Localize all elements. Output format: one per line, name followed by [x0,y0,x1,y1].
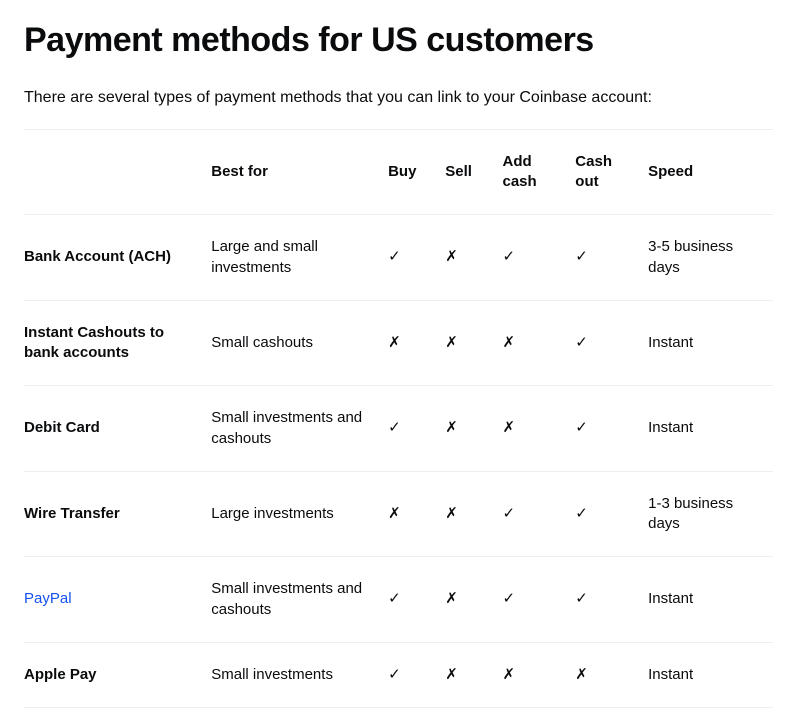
cashout-cell: ✓ [575,386,648,472]
best-for-cell: Large and small investments [211,215,388,301]
sell-cell: ✗ [445,300,502,386]
table-row: Wire TransferLarge investments✗✗✓✓1-3 bu… [24,471,773,557]
speed-cell: 1-3 business days [648,471,773,557]
col-header-speed: Speed [648,129,773,215]
buy-cell: ✓ [388,642,445,707]
payment-method-name: Wire Transfer [24,471,211,557]
best-for-cell: Small cashouts [211,300,388,386]
best-for-cell: Small investments and cashouts [211,386,388,472]
table-row: Apple PaySmall investments✓✗✗✗Instant [24,642,773,707]
speed-cell: 3-5 business days [648,215,773,301]
sell-cell: ✗ [445,642,502,707]
cashout-cell: ✓ [575,557,648,643]
payment-method-name: Debit Card [24,386,211,472]
best-for-cell: Large investments [211,471,388,557]
buy-cell: ✓ [388,557,445,643]
payment-method-link[interactable]: PayPal [24,590,72,607]
col-header-sell: Sell [445,129,502,215]
best-for-cell: Small investments [211,642,388,707]
speed-cell: Instant [648,642,773,707]
col-header-best: Best for [211,129,388,215]
payment-method-name: Bank Account (ACH) [24,215,211,301]
intro-text: There are several types of payment metho… [24,89,773,107]
sell-cell: ✗ [445,471,502,557]
sell-cell: ✗ [445,386,502,472]
cashout-cell: ✓ [575,471,648,557]
table-body: Bank Account (ACH)Large and small invest… [24,215,773,708]
add-cell: ✗ [502,386,575,472]
table-row: PayPalSmall investments and cashouts✓✗✓✓… [24,557,773,643]
cashout-cell: ✓ [575,215,648,301]
speed-cell: Instant [648,557,773,643]
col-header-add: Add cash [502,129,575,215]
table-row: Instant Cashouts to bank accountsSmall c… [24,300,773,386]
buy-cell: ✓ [388,386,445,472]
col-header-cashout: Cash out [575,129,648,215]
add-cell: ✗ [502,642,575,707]
speed-cell: Instant [648,386,773,472]
best-for-cell: Small investments and cashouts [211,557,388,643]
col-header-name [24,129,211,215]
table-header-row: Best for Buy Sell Add cash Cash out Spee… [24,129,773,215]
add-cell: ✓ [502,215,575,301]
payment-method-name: Apple Pay [24,642,211,707]
sell-cell: ✗ [445,215,502,301]
buy-cell: ✗ [388,300,445,386]
add-cell: ✓ [502,471,575,557]
add-cell: ✗ [502,300,575,386]
page-title: Payment methods for US customers [24,20,773,61]
sell-cell: ✗ [445,557,502,643]
payment-method-name: Instant Cashouts to bank accounts [24,300,211,386]
cashout-cell: ✓ [575,300,648,386]
cashout-cell: ✗ [575,642,648,707]
col-header-buy: Buy [388,129,445,215]
buy-cell: ✓ [388,215,445,301]
table-row: Bank Account (ACH)Large and small invest… [24,215,773,301]
add-cell: ✓ [502,557,575,643]
table-row: Debit CardSmall investments and cashouts… [24,386,773,472]
payment-method-name: PayPal [24,557,211,643]
payment-methods-table: Best for Buy Sell Add cash Cash out Spee… [24,129,773,708]
speed-cell: Instant [648,300,773,386]
buy-cell: ✗ [388,471,445,557]
